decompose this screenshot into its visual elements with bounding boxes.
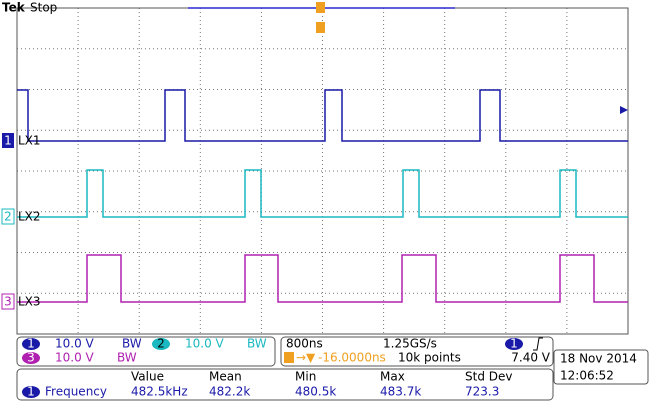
time-scale: 800ns — [286, 337, 323, 351]
ch1-bw: BW — [122, 337, 142, 351]
sample-rate: 1.25GS/s — [383, 337, 437, 351]
ch2-marker-text: 2 — [4, 210, 12, 224]
ch2-label: LX2 — [18, 210, 41, 224]
ch2-bw: BW — [247, 337, 267, 351]
ch3-marker — [1, 293, 15, 310]
trigger-pos-arrow: →▼ — [296, 351, 316, 365]
record-length: 10k points — [398, 351, 461, 365]
waveform-lx1 — [17, 89, 628, 142]
ch3-bw: BW — [117, 351, 137, 365]
time: 12:06:52 — [560, 369, 614, 383]
graticule — [17, 8, 628, 334]
meas-value: 482.2k — [209, 385, 250, 399]
brand: Tek — [2, 1, 26, 15]
channel-settings-box — [16, 336, 276, 367]
trigger-pos-icon — [284, 352, 294, 363]
meas-header: Mean — [209, 370, 242, 384]
ch3-label: LX3 — [18, 295, 41, 309]
meas-header: Value — [131, 370, 164, 384]
trigger-position — [316, 22, 325, 33]
meas-header: Min — [295, 370, 316, 384]
ch2-scale: 10.0 V — [185, 337, 225, 351]
trigger-source: 1 — [510, 337, 518, 351]
measurement-box — [16, 368, 554, 401]
ch3-badge-text: 3 — [27, 351, 35, 365]
acquisition-status: Stop — [30, 1, 57, 15]
meas-name: Frequency — [45, 385, 107, 399]
trigger-level: 7.40 V — [511, 351, 551, 365]
ch1-scale: 10.0 V — [55, 337, 95, 351]
meas-source-badge — [22, 386, 40, 398]
trigger-source-badge — [505, 338, 523, 350]
timebase-box — [280, 336, 554, 367]
meas-header: Max — [380, 370, 405, 384]
date: 18 Nov 2014 — [560, 352, 637, 366]
ch1-badge — [22, 338, 40, 350]
trigger-position: -16.0000ns — [318, 351, 386, 365]
trigger-level-marker — [620, 106, 628, 114]
meas-value: 483.7k — [380, 385, 421, 399]
timestamp-box — [553, 349, 649, 385]
meas-value: 723.3 — [465, 385, 499, 399]
waveform-lx3 — [17, 254, 628, 303]
ch2-badge-text: 2 — [157, 337, 165, 351]
trigger-marker — [316, 2, 325, 13]
ch1-label: LX1 — [18, 134, 41, 148]
waveform-lx2 — [17, 169, 628, 218]
ch1-badge-text: 1 — [27, 337, 35, 351]
ch1-marker-text: 1 — [4, 134, 12, 148]
ch3-marker-text: 3 — [4, 295, 12, 309]
meas-header: Std Dev — [465, 370, 512, 384]
ch2-badge — [152, 338, 170, 350]
ch3-badge — [22, 352, 40, 364]
ch2-marker — [1, 208, 15, 225]
ch3-scale: 10.0 V — [55, 351, 95, 365]
meas-value: 480.5k — [295, 385, 336, 399]
trigger-slope-icon — [533, 337, 543, 351]
meas-value: 482.5kHz — [131, 385, 188, 399]
meas-source: 1 — [27, 385, 35, 399]
ch1-marker — [2, 133, 14, 148]
